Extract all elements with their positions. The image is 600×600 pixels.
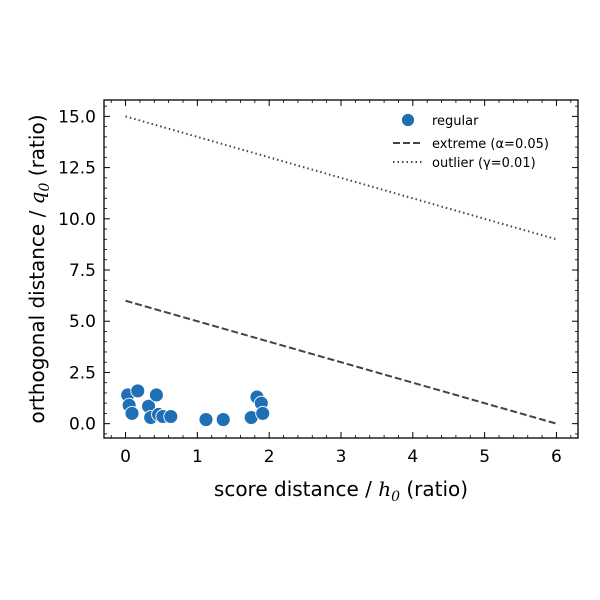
y-tick-label: 2.5 <box>69 363 96 383</box>
data-point <box>130 383 146 399</box>
x-tick-label: 0 <box>120 447 131 467</box>
y-tick-label: 15.0 <box>58 107 96 127</box>
legend-label-outlier: outlier (γ=0.01) <box>432 156 536 171</box>
legend-label-regular: regular <box>432 114 479 129</box>
data-point <box>148 387 164 403</box>
x-tick-label: 3 <box>336 447 347 467</box>
y-tick-label: 0.0 <box>69 415 96 435</box>
data-point <box>255 405 271 421</box>
axis-ticks: 0 1 2 3 4 5 6 0.0 2.5 5.0 7.5 10.0 12.5 15.0 <box>58 100 578 467</box>
data-point <box>163 409 179 424</box>
y-tick-label: 7.5 <box>69 261 96 281</box>
legend-marker-regular <box>401 113 415 127</box>
x-tick-label: 5 <box>479 447 490 467</box>
data-point <box>198 412 214 428</box>
x-tick-label: 2 <box>264 447 275 467</box>
data-point <box>215 412 231 428</box>
legend-label-extreme: extreme (α=0.05) <box>432 137 549 152</box>
y-tick-label: 12.5 <box>58 159 96 179</box>
legend: regular extreme (α=0.05) outlier (γ=0.01… <box>393 113 549 171</box>
x-tick-label: 4 <box>407 447 418 467</box>
x-tick-label: 1 <box>192 447 203 467</box>
y-tick-label: 10.0 <box>58 210 96 230</box>
outlier-threshold-line <box>125 115 557 241</box>
x-tick-label: 6 <box>551 447 562 467</box>
x-axis-label: score distance / h0 (ratio) <box>214 477 468 505</box>
plot-marks <box>120 115 557 428</box>
y-axis-label: orthogonal distance / q0 (ratio) <box>25 114 53 423</box>
extreme-threshold-line <box>125 299 557 425</box>
y-tick-label: 5.0 <box>69 312 96 332</box>
data-point <box>124 405 140 421</box>
